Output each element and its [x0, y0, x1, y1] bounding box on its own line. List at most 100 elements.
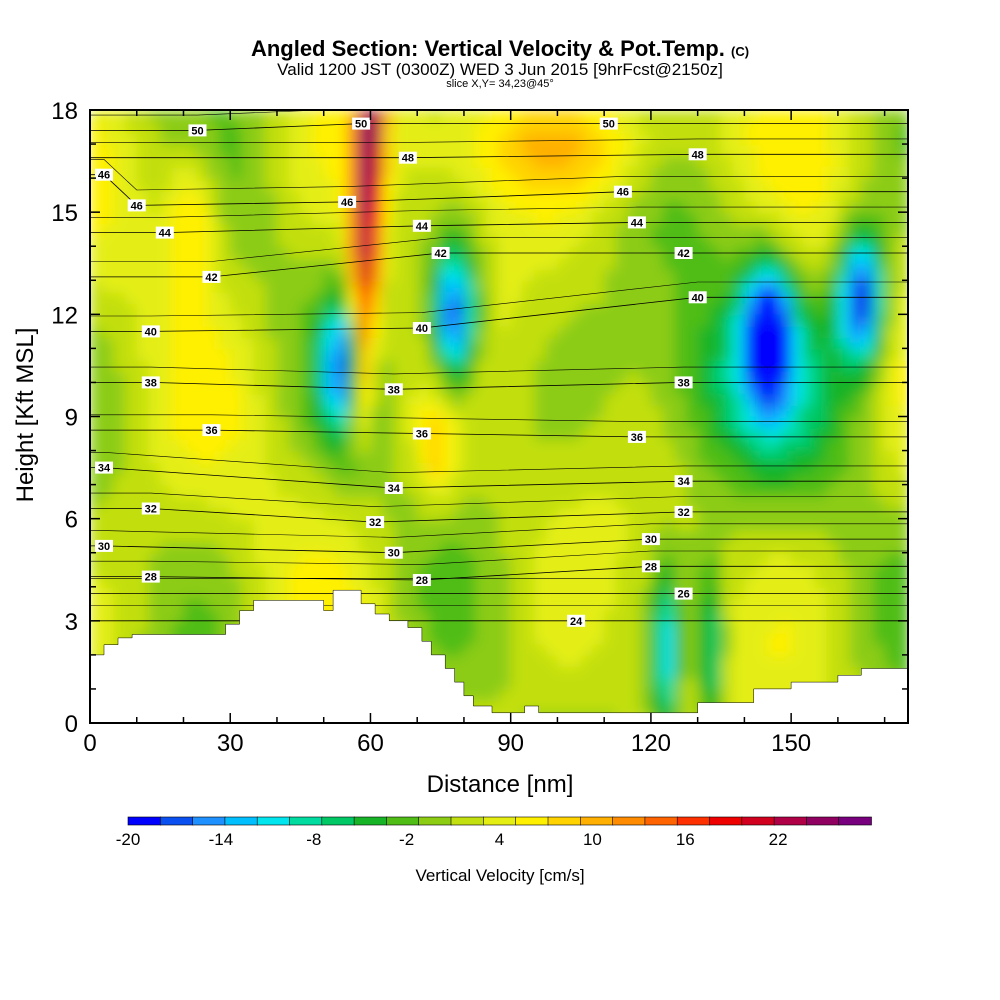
velocity-cell	[277, 234, 290, 248]
velocity-cell	[604, 496, 617, 509]
velocity-cell	[487, 461, 500, 475]
velocity-cell	[323, 110, 337, 123]
velocity-cell	[721, 620, 734, 634]
theta-label-text: 38	[145, 377, 157, 389]
theta-label: 34	[384, 482, 403, 495]
velocity-cell	[230, 348, 243, 361]
velocity-cell	[592, 359, 606, 373]
y-tick-label: 12	[51, 302, 78, 329]
velocity-cell	[615, 518, 629, 532]
velocity-cell	[674, 291, 687, 304]
velocity-cell	[662, 700, 676, 713]
velocity-cell	[312, 303, 325, 316]
velocity-cell	[183, 461, 197, 475]
velocity-cell	[113, 598, 127, 611]
velocity-cell	[686, 688, 699, 702]
velocity-cell	[826, 609, 839, 622]
velocity-cell	[125, 280, 138, 293]
velocity-cell	[125, 246, 138, 259]
velocity-cell	[136, 337, 150, 350]
velocity-cell	[487, 643, 500, 656]
x-tick-label: 120	[631, 730, 671, 757]
velocity-cell	[662, 439, 676, 452]
theta-label-text: 34	[677, 476, 690, 488]
velocity-cell	[826, 246, 839, 259]
velocity-cell	[428, 303, 442, 316]
velocity-cell	[475, 405, 489, 418]
velocity-cell	[837, 325, 851, 339]
velocity-cell	[802, 189, 816, 202]
velocity-cell	[382, 461, 395, 475]
velocity-cell	[335, 121, 349, 134]
velocity-cell	[534, 654, 547, 668]
velocity-cell	[861, 530, 874, 543]
velocity-cell	[90, 144, 103, 157]
velocity-cell	[534, 586, 547, 600]
velocity-cell	[499, 257, 512, 270]
velocity-cell	[837, 518, 851, 532]
velocity-cell	[534, 393, 547, 407]
theta-contour	[90, 452, 908, 474]
theta-label-text: 46	[341, 197, 353, 209]
y-tick-label: 6	[65, 507, 78, 534]
velocity-cell	[487, 530, 500, 543]
velocity-cell	[884, 155, 898, 168]
velocity-cell	[312, 291, 325, 304]
velocity-cell	[662, 132, 676, 146]
theta-label: 36	[627, 430, 646, 444]
velocity-cell	[686, 575, 699, 588]
velocity-cell	[463, 371, 477, 384]
velocity-cell	[370, 268, 384, 282]
velocity-cell	[463, 110, 477, 123]
velocity-cell	[417, 371, 430, 384]
velocity-cell	[534, 280, 547, 293]
velocity-cell	[814, 268, 828, 282]
theta-label: 32	[141, 502, 160, 516]
velocity-cell	[487, 484, 500, 497]
velocity-cell	[265, 575, 278, 588]
velocity-cell	[113, 518, 127, 532]
velocity-cell	[837, 280, 851, 293]
velocity-cell	[90, 132, 103, 146]
colorbar-swatch	[482, 816, 517, 826]
velocity-cell	[522, 564, 536, 577]
velocity-cell	[452, 178, 465, 191]
velocity-cell	[580, 552, 594, 566]
velocity-cell	[241, 166, 255, 180]
velocity-cell	[545, 382, 559, 395]
velocity-cell	[861, 246, 874, 259]
velocity-cell	[487, 427, 500, 441]
velocity-cell	[545, 155, 559, 168]
velocity-cell	[732, 586, 746, 600]
velocity-cell	[90, 405, 103, 418]
velocity-cell	[347, 246, 360, 259]
velocity-cell	[849, 178, 863, 191]
velocity-cell	[896, 382, 908, 395]
velocity-cell	[452, 405, 465, 418]
velocity-cell	[370, 405, 384, 418]
velocity-cell	[615, 450, 629, 463]
velocity-cell	[370, 416, 384, 429]
velocity-cell	[674, 189, 687, 202]
velocity-cell	[639, 677, 652, 690]
velocity-cell	[440, 507, 454, 520]
velocity-cell	[452, 666, 465, 679]
velocity-cell	[218, 132, 232, 146]
velocity-cell	[826, 382, 839, 395]
velocity-cell	[557, 666, 571, 679]
velocity-cell	[779, 234, 793, 248]
velocity-cell	[358, 268, 372, 282]
velocity-cell	[358, 439, 372, 452]
theta-label: 30	[95, 539, 113, 553]
velocity-cell	[615, 155, 629, 168]
velocity-cell	[557, 314, 571, 327]
velocity-cell	[171, 439, 185, 452]
velocity-cell	[463, 314, 477, 327]
velocity-cell	[721, 337, 734, 350]
velocity-cell	[580, 450, 594, 463]
velocity-cell	[604, 234, 617, 248]
velocity-cell	[463, 473, 477, 486]
velocity-cell	[615, 427, 629, 441]
velocity-cell	[277, 132, 290, 146]
velocity-cell	[802, 223, 816, 236]
